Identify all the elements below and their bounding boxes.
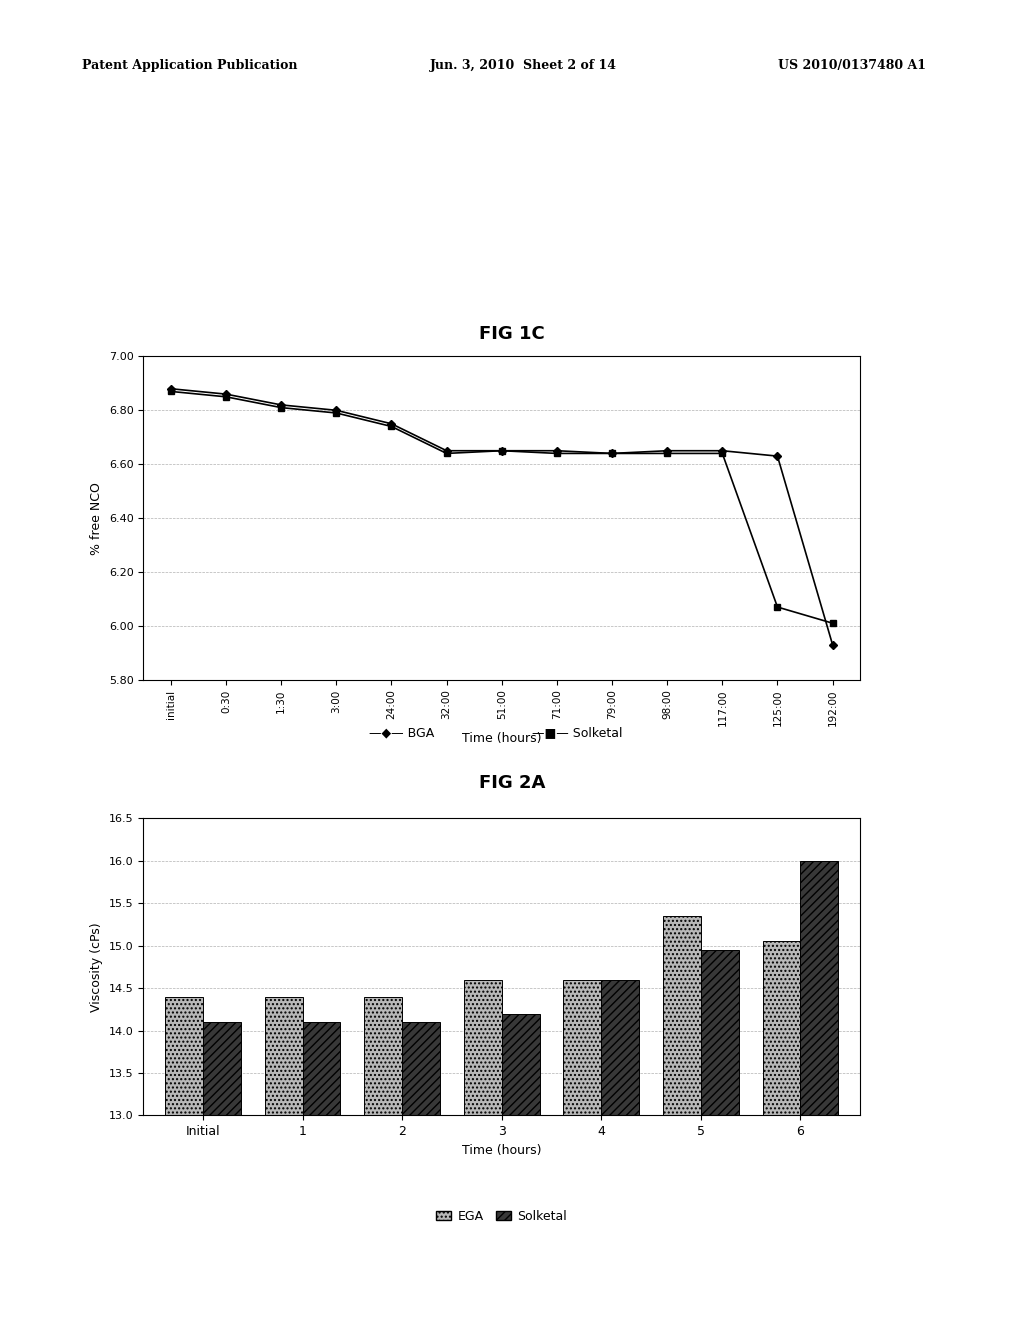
Text: FIG 2A: FIG 2A [479,774,545,792]
Bar [303,1022,340,1320]
Bar [203,1022,241,1320]
Text: Patent Application Publication: Patent Application Publication [82,59,297,73]
Bar [365,997,402,1320]
Bar [464,979,502,1320]
Bar [563,979,601,1320]
Text: —■— Solketal: —■— Solketal [532,726,623,739]
Bar [763,941,801,1320]
Text: —◆— BGA: —◆— BGA [369,726,434,739]
Bar [502,1014,540,1320]
Bar [601,979,639,1320]
Bar [265,997,303,1320]
X-axis label: Time (hours): Time (hours) [462,731,542,744]
Text: FIG 1C: FIG 1C [479,325,545,343]
Y-axis label: Viscosity (cPs): Viscosity (cPs) [90,923,103,1011]
Bar [801,861,839,1320]
Y-axis label: % free NCO: % free NCO [90,482,103,554]
Bar [664,916,700,1320]
X-axis label: Time (hours): Time (hours) [462,1143,542,1156]
Bar [165,997,203,1320]
Text: Jun. 3, 2010  Sheet 2 of 14: Jun. 3, 2010 Sheet 2 of 14 [430,59,617,73]
Legend: EGA, Solketal: EGA, Solketal [431,1205,572,1228]
Bar [402,1022,440,1320]
Bar [700,950,738,1320]
Text: US 2010/0137480 A1: US 2010/0137480 A1 [778,59,927,73]
